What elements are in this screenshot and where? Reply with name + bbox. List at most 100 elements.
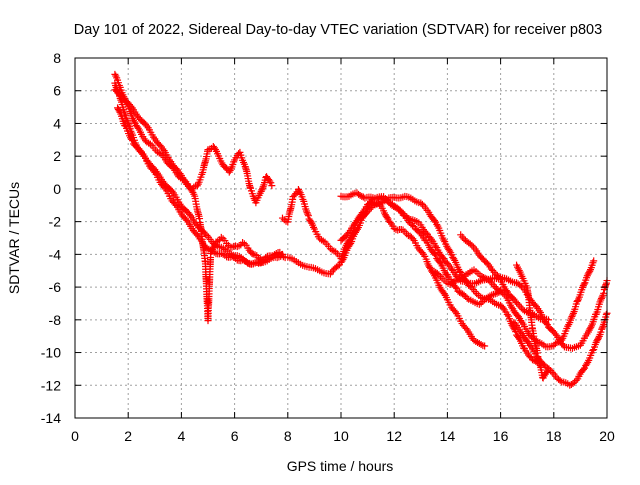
data-point (456, 275, 464, 283)
data-point (168, 187, 176, 195)
data-point (568, 312, 576, 320)
data-point (462, 324, 470, 332)
data-point (597, 294, 605, 302)
series-track-12 (513, 261, 552, 382)
data-point (486, 277, 494, 285)
data-point (426, 263, 434, 271)
data-point (571, 378, 579, 386)
data-point (468, 241, 476, 249)
x-tick-label: 2 (124, 428, 132, 444)
data-point (602, 311, 610, 319)
data-point (201, 230, 209, 238)
x-tick-label: 20 (599, 428, 615, 444)
data-point (454, 276, 462, 284)
data-point (304, 212, 312, 220)
data-point (334, 262, 342, 270)
data-point (185, 210, 193, 218)
data-point (579, 365, 587, 373)
data-point (463, 294, 471, 302)
x-tick-label: 6 (231, 428, 239, 444)
data-point (529, 356, 537, 364)
data-point (431, 242, 439, 250)
data-point (516, 281, 524, 289)
axes: 0 2 4 6 8 10 12 14 16 18 20 -14 -12 -10 -8 -6 -4 -2 0 2 4 6 8 (41, 50, 615, 444)
data-point (356, 192, 364, 200)
data-point (517, 328, 525, 336)
data-point (450, 255, 458, 263)
y-tick-label: -10 (41, 345, 61, 361)
data-point (295, 187, 303, 195)
data-point (433, 220, 441, 228)
data-point (128, 135, 136, 143)
y-tick-label: 0 (53, 181, 61, 197)
data-point (517, 317, 525, 325)
data-point (259, 184, 267, 192)
x-tick-label: 0 (71, 428, 79, 444)
data-point (304, 210, 312, 218)
series-track-7 (337, 189, 552, 324)
data-point (399, 210, 407, 218)
data-point (466, 282, 474, 290)
series-track-10 (457, 231, 611, 352)
data-point (551, 330, 559, 338)
data-point (435, 271, 443, 279)
y-tick-label: -2 (49, 214, 62, 230)
data-point (430, 217, 438, 225)
data-point (159, 145, 167, 153)
data-point (597, 296, 605, 304)
x-axis-label: GPS time / hours (287, 458, 394, 474)
data-point (129, 137, 137, 145)
data-point (451, 283, 459, 291)
data-point (583, 272, 591, 280)
data-point (453, 284, 461, 292)
y-tick-label: -12 (41, 377, 61, 393)
data-point (592, 338, 600, 346)
data-point (544, 365, 552, 373)
data-point (446, 247, 454, 255)
data-point (115, 107, 123, 115)
data-point (542, 369, 550, 377)
data-point (172, 165, 180, 173)
y-tick-label: 2 (53, 148, 61, 164)
data-point (130, 118, 138, 126)
data-point (248, 249, 256, 257)
data-point (127, 102, 135, 110)
data-point (600, 289, 608, 297)
x-tick-label: 10 (333, 428, 349, 444)
y-tick-label: -14 (41, 410, 61, 426)
data-point (451, 308, 459, 316)
data-point (278, 250, 286, 258)
x-tick-label: 14 (440, 428, 456, 444)
data-point (548, 368, 556, 376)
data-point (468, 284, 476, 292)
series-track-3 (111, 86, 276, 207)
data-point (594, 334, 602, 342)
data-point (183, 216, 191, 224)
data-point (440, 236, 448, 244)
data-point (193, 182, 201, 190)
data-point (359, 212, 367, 220)
data-point (503, 310, 511, 318)
data-point (200, 241, 208, 249)
data-point (556, 377, 564, 385)
data-point (266, 177, 274, 185)
data-point (165, 156, 173, 164)
data-point (310, 223, 318, 231)
data-point (156, 141, 164, 149)
data-point (460, 272, 468, 280)
data-point (268, 182, 276, 190)
y-axis-label: SDTVAR / TECUs (6, 182, 22, 294)
data-point (594, 335, 602, 343)
data-point (460, 291, 468, 299)
data-point (508, 303, 516, 311)
y-tick-label: 4 (53, 115, 61, 131)
data-point (542, 319, 550, 327)
data-point (361, 210, 369, 218)
data-point (302, 207, 310, 215)
data-point (418, 200, 426, 208)
data-point (478, 272, 486, 280)
data-point (438, 253, 446, 261)
data-point (590, 257, 598, 265)
